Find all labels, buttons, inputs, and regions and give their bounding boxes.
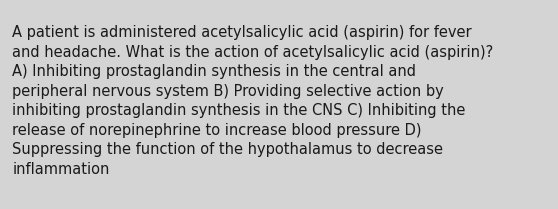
Text: A patient is administered acetylsalicylic acid (aspirin) for fever
and headache.: A patient is administered acetylsalicyli…: [12, 25, 493, 177]
